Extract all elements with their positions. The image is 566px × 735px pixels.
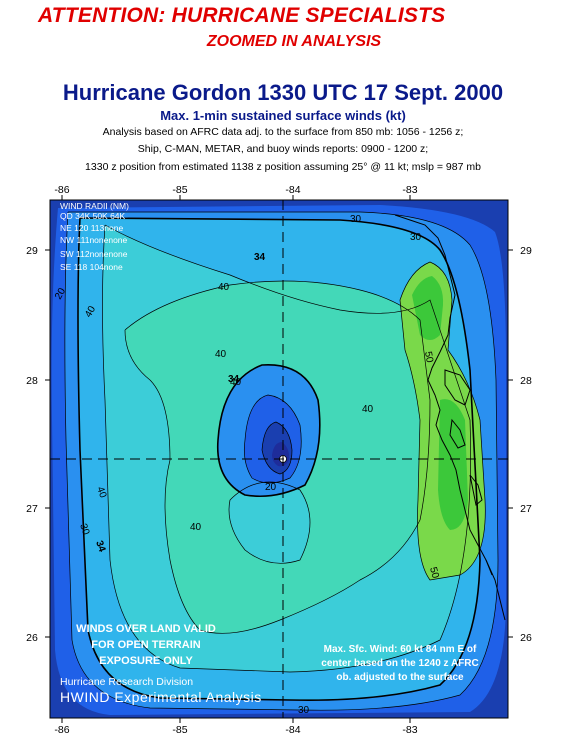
contour-label: 20 bbox=[265, 482, 277, 493]
wind-radii-row: NE 120 113none bbox=[60, 223, 123, 233]
analysis-info-line1: Analysis based on AFRC data adj. to the … bbox=[102, 126, 464, 138]
attention-banner: ATTENTION: HURRICANE SPECIALISTS bbox=[38, 4, 446, 27]
contour-label: 40 bbox=[215, 349, 227, 360]
land-note: WINDS OVER LAND VALID FOR OPEN TERRAIN E… bbox=[76, 623, 216, 667]
wind-radii-table: WIND RADII (NM) QD 34K 50K 64K NE 120 11… bbox=[60, 201, 129, 272]
lat-tick-labels-left: 29 28 27 26 bbox=[26, 245, 38, 644]
lon-tick-label: -83 bbox=[402, 184, 417, 196]
wind-radii-row: SE 118 104none bbox=[60, 262, 123, 272]
wind-radii-row: SW 112nonenone bbox=[60, 249, 128, 259]
zoomed-banner: ZOOMED IN ANALYSIS bbox=[206, 33, 382, 50]
land-fill-60 bbox=[412, 276, 444, 340]
contour-label: 40 bbox=[190, 522, 202, 533]
lat-tick-label: 28 bbox=[520, 375, 532, 387]
max-wind-note: Max. Sfc. Wind: 60 kt 84 nm E of center … bbox=[321, 644, 478, 683]
svg-text:Max. Sfc. Wind: 60 kt 84 nm E: Max. Sfc. Wind: 60 kt 84 nm E of bbox=[324, 644, 477, 655]
lon-tick-labels-bottom: -86 -85 -84 -83 bbox=[54, 724, 417, 735]
contour-label: 40 bbox=[83, 304, 98, 320]
lat-tick-label: 28 bbox=[26, 375, 38, 387]
lat-tick-label: 26 bbox=[26, 632, 38, 644]
lat-tick-label: 29 bbox=[520, 245, 532, 257]
map-subtitle: Max. 1-min sustained surface winds (kt) bbox=[160, 108, 406, 123]
contour-label: 30 bbox=[410, 232, 422, 243]
contour-lines bbox=[64, 211, 499, 711]
contour-label: 34 bbox=[93, 539, 107, 554]
contour-label: 20 bbox=[53, 286, 68, 302]
lon-tick-labels-top: -86 -85 -84 -83 bbox=[54, 184, 417, 196]
contour-label-group: 30 34 40 40 20 40 20 40 30 34 40 30 40 4… bbox=[53, 214, 441, 716]
contour-label: 40 bbox=[94, 485, 108, 500]
lon-tick-label: -85 bbox=[172, 724, 187, 735]
wind-radii-header: QD 34K 50K 64K bbox=[60, 211, 126, 221]
wind-radii-title: WIND RADII (NM) bbox=[60, 201, 129, 211]
contour-label: 40 bbox=[218, 282, 230, 293]
tick-marks bbox=[45, 195, 513, 723]
contour-label: 40 bbox=[362, 404, 374, 415]
contour-label: 30 bbox=[77, 522, 91, 537]
lon-tick-label: -85 bbox=[172, 184, 187, 196]
lat-tick-label: 26 bbox=[520, 632, 532, 644]
lon-tick-label: -83 bbox=[402, 724, 417, 735]
page-title: Hurricane Gordon 1330 UTC 17 Sept. 2000 bbox=[62, 80, 504, 105]
contour-fill-40b bbox=[229, 482, 310, 564]
lon-tick-label: -84 bbox=[285, 184, 300, 196]
lon-tick-label: -84 bbox=[285, 724, 300, 735]
svg-text:center based on the 1240 z AFR: center based on the 1240 z AFRC bbox=[321, 658, 478, 669]
analysis-info-line2: Ship, C-MAN, METAR, and buoy winds repor… bbox=[137, 143, 429, 155]
wind-radii-row: NW 111nonenone bbox=[60, 235, 128, 245]
lat-tick-labels-right: 29 28 27 26 bbox=[520, 245, 532, 644]
lat-tick-label: 29 bbox=[26, 245, 38, 257]
svg-text:EXPOSURE ONLY: EXPOSURE ONLY bbox=[99, 655, 193, 667]
analysis-info-line3: 1330 z position from estimated 1138 z po… bbox=[85, 161, 481, 173]
lat-tick-label: 27 bbox=[520, 503, 532, 515]
lat-tick-label: 27 bbox=[26, 503, 38, 515]
contour-label: 30 bbox=[350, 214, 362, 225]
contour-label: 50 bbox=[422, 351, 435, 364]
svg-text:WINDS OVER LAND VALID: WINDS OVER LAND VALID bbox=[76, 623, 216, 635]
lon-tick-label: -86 bbox=[54, 184, 69, 196]
contour-label: 34 bbox=[254, 252, 266, 263]
lon-tick-label: -86 bbox=[54, 724, 69, 735]
contour-label: 30 bbox=[298, 705, 310, 716]
credit-product: HWIND Experimental Analysis bbox=[60, 689, 262, 705]
coastline bbox=[394, 214, 506, 621]
contour-label: 34 bbox=[228, 374, 240, 385]
land-fill-60b bbox=[438, 399, 468, 530]
contour-label: 50 bbox=[427, 566, 441, 580]
svg-text:ob. adjusted to the surface: ob. adjusted to the surface bbox=[336, 672, 464, 683]
svg-text:FOR OPEN TERRAIN: FOR OPEN TERRAIN bbox=[91, 639, 200, 651]
contour-label: 40 bbox=[230, 377, 242, 388]
storm-center-contours bbox=[217, 364, 320, 497]
credit-division: Hurricane Research Division bbox=[60, 676, 193, 688]
center-crosshair bbox=[50, 200, 508, 718]
